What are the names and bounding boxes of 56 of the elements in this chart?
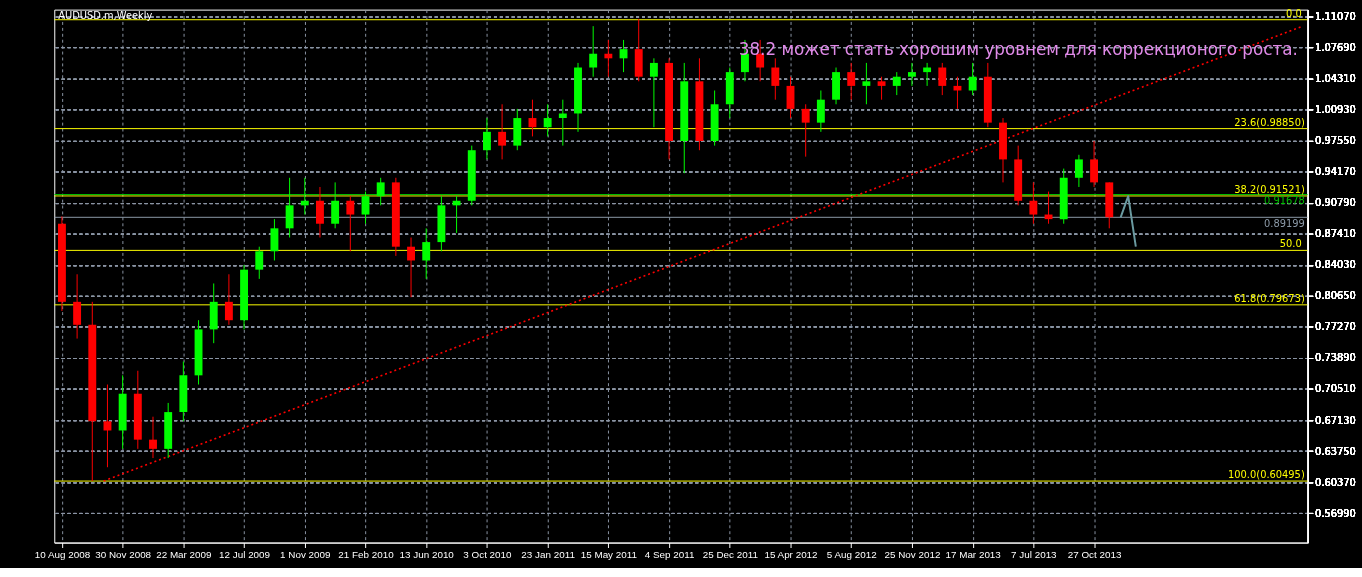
candlestick <box>513 108 522 151</box>
y-tick-label: 0.87410 <box>1315 228 1356 240</box>
x-tick-label: 1 Nov 2009 <box>280 548 332 560</box>
y-tick-label: 0.70510 <box>1315 383 1356 395</box>
x-tick-label: 3 Oct 2010 <box>463 548 513 560</box>
candlestick <box>847 62 856 101</box>
chart-title: AUDUSD.m,Weekly <box>58 10 153 22</box>
ref-line-label: 61.8(0.79673) <box>1234 292 1305 304</box>
y-tick-label: 0.67130 <box>1315 414 1356 426</box>
ref-line-label: 0.89199 <box>1263 218 1305 230</box>
x-tick-label: 27 Oct 2013 <box>1067 548 1122 560</box>
y-tick-label: 0.77270 <box>1315 321 1356 333</box>
x-tick-label: 5 Aug 2012 <box>826 548 877 560</box>
x-tick-label: 17 Mar 2013 <box>945 548 1002 560</box>
x-tick-label: 25 Nov 2012 <box>884 548 941 560</box>
candlestick <box>1029 181 1038 225</box>
x-tick-label: 23 Jan 2011 <box>521 548 575 560</box>
x-tick-label: 12 Jul 2009 <box>219 548 271 560</box>
x-tick-label: 21 Feb 2010 <box>338 548 395 560</box>
y-tick-label: 0.60370 <box>1315 476 1356 488</box>
candlestick <box>589 25 598 78</box>
x-tick-label: 13 Jun 2010 <box>399 548 455 560</box>
candlestick <box>634 18 643 82</box>
candlestick <box>376 177 385 206</box>
y-tick-label: 1.11070 <box>1315 10 1356 22</box>
y-tick-label: 0.97550 <box>1315 135 1356 147</box>
ref-line-label: 38.2(0.91521) <box>1234 184 1305 196</box>
candlestick <box>801 103 810 158</box>
candlestick <box>558 99 567 147</box>
ref-line-label: 23.6(0.98850) <box>1234 116 1305 128</box>
y-tick-label: 0.84030 <box>1315 259 1356 271</box>
y-tick-label: 0.56990 <box>1315 507 1356 519</box>
candlestick <box>1014 145 1023 206</box>
ref-line-label: 100.0(0.60495) <box>1228 469 1305 481</box>
x-tick-label: 4 Sep 2011 <box>644 548 695 560</box>
candlestick <box>862 62 871 105</box>
x-tick-label: 22 Mar 2009 <box>156 548 213 560</box>
candlestick <box>255 246 264 280</box>
y-tick-label: 1.00930 <box>1315 103 1356 115</box>
x-tick-label: 25 Dec 2011 <box>702 548 758 560</box>
y-tick-label: 1.04310 <box>1315 72 1356 84</box>
x-tick-label: 30 Nov 2008 <box>95 548 152 560</box>
y-tick-label: 0.80650 <box>1315 290 1356 302</box>
y-tick-label: 0.63750 <box>1315 445 1356 457</box>
candlestick <box>346 195 355 252</box>
candlestick <box>877 76 886 101</box>
y-tick-label: 1.07690 <box>1315 41 1356 53</box>
x-tick-label: 10 Aug 2008 <box>34 548 91 560</box>
y-tick-label: 0.94170 <box>1315 166 1356 178</box>
y-tick-label: 0.90790 <box>1315 197 1356 209</box>
y-tick-label: 0.73890 <box>1315 352 1356 364</box>
annotation: 0.0 <box>1286 7 1302 19</box>
x-tick-label: 7 Jul 2013 <box>1011 548 1058 560</box>
x-tick-label: 15 May 2011 <box>580 548 637 560</box>
annotation: 50.0 <box>1279 238 1302 250</box>
x-tick-label: 15 Apr 2012 <box>764 548 818 560</box>
